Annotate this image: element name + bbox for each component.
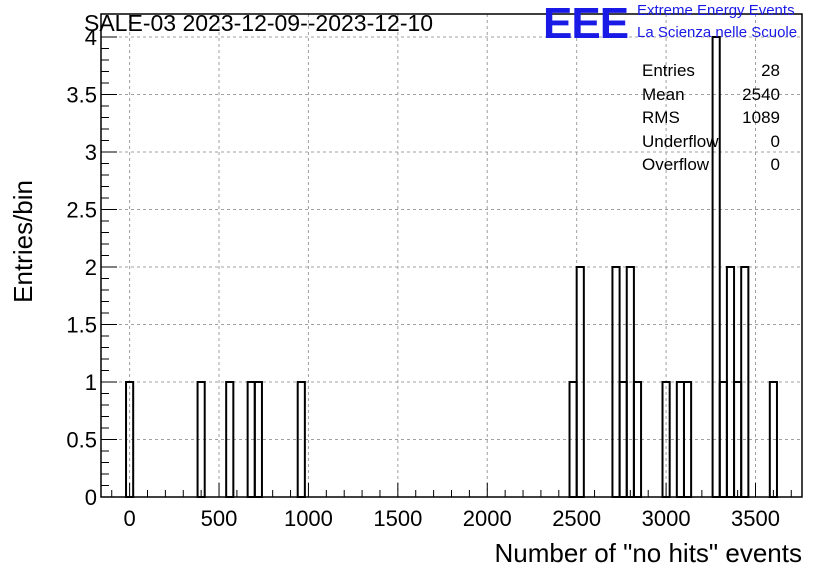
y-tick-label: 1.5 bbox=[66, 313, 97, 338]
stat-underflow: Underflow 0 bbox=[642, 130, 780, 154]
y-tick-label: 1 bbox=[85, 370, 97, 395]
stat-value: 28 bbox=[761, 61, 780, 80]
x-tick-label: 2000 bbox=[463, 506, 512, 531]
stat-label: RMS bbox=[642, 108, 680, 128]
logo-line-2: La Scienza nelle Scuole bbox=[637, 24, 798, 41]
x-tick-label: 3000 bbox=[642, 506, 691, 531]
chart-title: SALE-03 2023-12-09--2023-12-10 bbox=[84, 10, 434, 36]
axis-ticks bbox=[101, 13, 792, 498]
y-axis-title: Entries/bin bbox=[8, 180, 38, 303]
y-tick-label: 3 bbox=[85, 140, 97, 165]
x-tick-label: 2500 bbox=[552, 506, 601, 531]
x-tick-label: 1000 bbox=[284, 506, 333, 531]
y-tick-label: 3.5 bbox=[66, 83, 97, 108]
stat-value: 1089 bbox=[742, 108, 780, 128]
x-tick-label: 3500 bbox=[731, 506, 780, 531]
eee-logo: EEE bbox=[543, 0, 629, 48]
stat-overflow: Overflow 0 bbox=[642, 153, 780, 177]
stat-label: Entries bbox=[642, 61, 695, 80]
stat-value: 0 bbox=[770, 155, 780, 175]
y-tick-label: 4 bbox=[85, 25, 97, 50]
x-tick-label: 500 bbox=[201, 506, 238, 531]
y-tick-label: 0 bbox=[85, 485, 97, 510]
x-tick-label: 1500 bbox=[373, 506, 422, 531]
logo-line-1: Extreme Energy Events bbox=[637, 2, 795, 19]
stat-label: Underflow bbox=[642, 131, 719, 151]
stat-rms: RMS 1089 bbox=[642, 106, 780, 130]
stat-label: Mean bbox=[642, 84, 685, 104]
x-tick-label: 0 bbox=[123, 506, 135, 531]
y-tick-label: 2.5 bbox=[66, 198, 97, 223]
stat-mean: Mean 2540 bbox=[642, 83, 780, 107]
grid-lines bbox=[101, 14, 802, 497]
stat-value: 0 bbox=[770, 131, 780, 151]
x-axis-title: Number of "no hits" events bbox=[495, 538, 803, 568]
y-tick-labels: 0 0.5 1 1.5 2 2.5 3 3.5 4 bbox=[66, 25, 97, 510]
y-tick-label: 2 bbox=[85, 255, 97, 280]
stat-label: Overflow bbox=[642, 155, 710, 175]
x-tick-labels: 0 500 1000 1500 2000 2500 3000 3500 bbox=[123, 506, 779, 531]
y-tick-label: 0.5 bbox=[66, 428, 97, 453]
stat-entries: Entries 28 bbox=[642, 59, 780, 83]
stats-box: Entries 28 Mean 2540 RMS 1089 Underflow … bbox=[642, 59, 780, 177]
stat-value: 2540 bbox=[742, 84, 780, 104]
